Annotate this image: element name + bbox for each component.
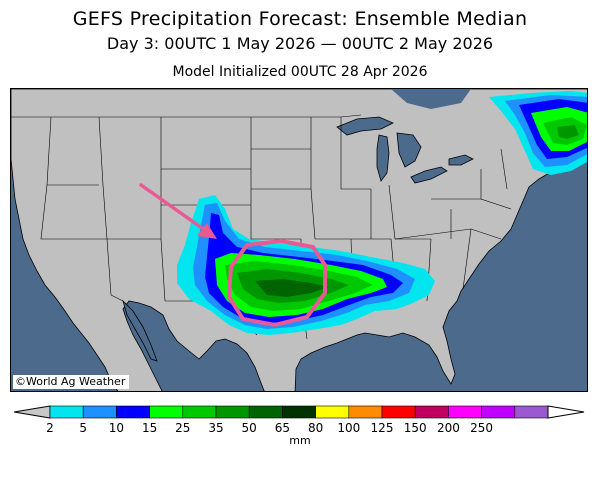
scale-label: 250 bbox=[470, 421, 493, 435]
scale-label: 80 bbox=[308, 421, 323, 435]
hudson-bay bbox=[391, 89, 471, 109]
scale-label: 10 bbox=[109, 421, 124, 435]
scale-bin bbox=[82, 405, 117, 419]
scale-label: 2 bbox=[46, 421, 54, 435]
scale-above-triangle bbox=[547, 405, 585, 419]
precip-map: ©World Ag Weather bbox=[10, 88, 588, 392]
scale-bin bbox=[381, 405, 416, 419]
scale-bins bbox=[13, 405, 585, 419]
precip-southern-plains bbox=[177, 195, 435, 335]
land bbox=[11, 89, 587, 391]
scale-label: 25 bbox=[175, 421, 190, 435]
scale-bin bbox=[481, 405, 516, 419]
scale-bin bbox=[315, 405, 350, 419]
scale-label: 150 bbox=[404, 421, 427, 435]
scale-bin bbox=[348, 405, 383, 419]
scale-label: 5 bbox=[79, 421, 87, 435]
scale-label: 35 bbox=[208, 421, 223, 435]
map-title: GEFS Precipitation Forecast: Ensemble Me… bbox=[72, 8, 528, 30]
scale-bin bbox=[414, 405, 449, 419]
scale-label: 100 bbox=[337, 421, 360, 435]
lake-erie bbox=[410, 166, 448, 184]
scale-label: 15 bbox=[142, 421, 157, 435]
model-init: Model Initialized 00UTC 28 Apr 2026 bbox=[172, 64, 428, 80]
scale-labels: 2 5 10 15 25 35 50 65 80 100 125 150 200 250 bbox=[46, 421, 493, 435]
scale-bin bbox=[116, 405, 150, 419]
scale-bin bbox=[282, 405, 316, 419]
scale-label: 65 bbox=[275, 421, 290, 435]
scale-label: 125 bbox=[371, 421, 394, 435]
lake-ontario bbox=[448, 154, 474, 166]
scale-bin bbox=[149, 405, 184, 419]
scale-bin bbox=[448, 405, 482, 419]
lake-superior bbox=[336, 116, 394, 136]
lake-michigan bbox=[376, 134, 390, 182]
scale-unit: mm bbox=[289, 434, 311, 447]
scale-bin bbox=[215, 405, 250, 419]
annotation-circle-icon bbox=[226, 238, 327, 328]
credit-label: ©World Ag Weather bbox=[13, 375, 130, 389]
scale-bin bbox=[49, 405, 84, 419]
scale-label: 50 bbox=[242, 421, 257, 435]
scale-bin bbox=[182, 405, 217, 419]
scale-bin bbox=[248, 405, 283, 419]
annotation-arrow-icon bbox=[139, 183, 217, 239]
color-scale: 2 5 10 15 25 35 50 65 80 100 125 150 200 250 bbox=[13, 405, 585, 435]
forecast-period: Day 3: 00UTC 1 May 2026 — 00UTC 2 May 20… bbox=[106, 34, 494, 53]
scale-label: 200 bbox=[437, 421, 460, 435]
scale-below-triangle bbox=[13, 405, 51, 419]
scale-bin bbox=[514, 405, 549, 419]
map-canvas bbox=[11, 89, 587, 391]
precip-northeast bbox=[489, 91, 587, 175]
lake-huron bbox=[396, 132, 422, 168]
gulf-of-california bbox=[122, 299, 158, 362]
